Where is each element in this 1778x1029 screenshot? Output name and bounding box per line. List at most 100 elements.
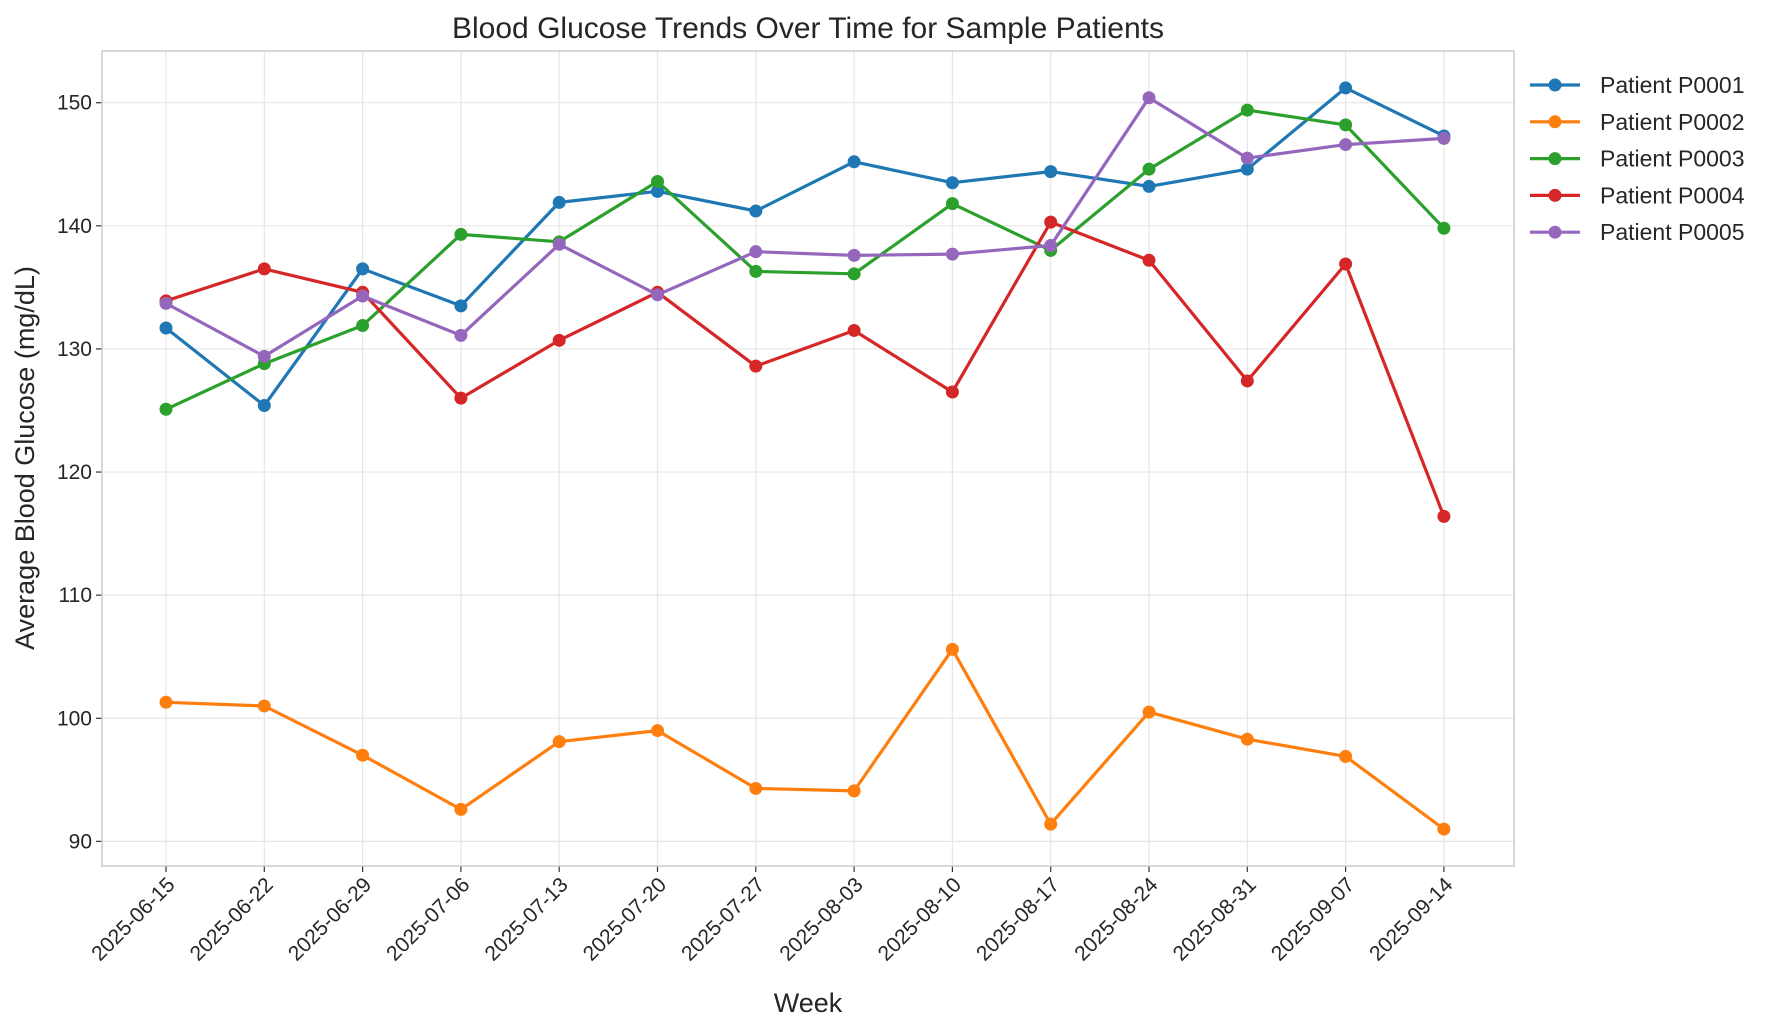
legend-label: Patient P0002 (1600, 109, 1745, 135)
data-point (356, 319, 370, 333)
x-tick-label: 2025-07-20 (579, 873, 671, 965)
data-point (454, 391, 468, 405)
legend-item: Patient P0001 (1530, 72, 1745, 98)
legend-item: Patient P0002 (1530, 109, 1745, 135)
chart-title: Blood Glucose Trends Over Time for Sampl… (452, 12, 1164, 45)
data-point (159, 321, 173, 335)
legend-item: Patient P0003 (1530, 146, 1745, 172)
data-point (1339, 138, 1353, 152)
data-point (651, 174, 664, 188)
data-point (1044, 239, 1058, 253)
data-point (356, 262, 370, 276)
data-point (356, 748, 370, 762)
data-point (454, 299, 468, 313)
x-tick-label: 2025-08-10 (874, 873, 966, 965)
data-point (749, 359, 763, 373)
series-line (164, 220, 1446, 519)
data-point (159, 296, 173, 310)
x-axis-label: Week (774, 988, 843, 1018)
legend-swatch-marker (1548, 152, 1562, 166)
data-point (257, 399, 271, 413)
x-tick-label: 2025-08-24 (1070, 873, 1162, 965)
data-point (1339, 81, 1353, 95)
data-point (847, 784, 861, 798)
data-point (1240, 103, 1254, 117)
x-tick-label: 2025-08-17 (972, 873, 1064, 965)
x-tick-label: 2025-06-15 (87, 873, 179, 965)
data-point (1240, 374, 1254, 388)
data-point (454, 328, 468, 342)
legend-label: Patient P0003 (1600, 146, 1745, 172)
data-point (1339, 257, 1353, 271)
data-point (651, 288, 664, 302)
y-tick-label: 130 (57, 338, 92, 361)
x-tick-label: 2025-09-07 (1267, 873, 1359, 965)
data-point (749, 781, 763, 795)
data-point (552, 195, 566, 209)
data-point (847, 155, 861, 169)
legend: Patient P0001 Patient P0002 Patient P0003 P… (1530, 72, 1745, 245)
data-point (1044, 165, 1058, 179)
legend-swatch-marker (1548, 188, 1562, 202)
y-tick-label: 90 (69, 830, 92, 853)
data-point (1142, 253, 1156, 267)
data-point (749, 264, 763, 278)
data-point (552, 333, 566, 347)
data-point (1044, 215, 1058, 229)
legend-swatch-marker (1548, 115, 1562, 129)
series-line (164, 647, 1446, 831)
data-point (945, 247, 959, 261)
x-tick-label: 2025-07-27 (677, 873, 769, 965)
data-point (847, 323, 861, 337)
data-point (1437, 509, 1451, 523)
data-point (257, 349, 271, 363)
data-point (749, 204, 763, 218)
data-point (1240, 162, 1254, 176)
x-tick-label: 2025-07-06 (382, 873, 474, 965)
series-patient-p0001 (159, 81, 1451, 413)
x-tick-label: 2025-08-03 (775, 873, 867, 965)
data-point (454, 802, 468, 816)
y-tick-label: 120 (57, 461, 92, 484)
series-patient-p0004 (159, 215, 1451, 523)
data-point (1142, 179, 1156, 193)
data-point (159, 695, 173, 709)
series-group (159, 81, 1451, 836)
y-tick-label: 140 (57, 215, 92, 238)
data-point (257, 699, 271, 713)
data-point (651, 724, 664, 738)
data-point (1142, 91, 1156, 105)
data-point (159, 402, 173, 416)
series-line (164, 86, 1446, 408)
data-point (1437, 221, 1451, 235)
data-point (552, 735, 566, 749)
data-point (945, 197, 959, 211)
data-point (1339, 118, 1353, 132)
data-point (1339, 749, 1353, 763)
data-point (1240, 151, 1254, 165)
data-point (1437, 822, 1451, 836)
data-point (356, 289, 370, 303)
data-point (257, 262, 271, 276)
legend-item: Patient P0005 (1530, 219, 1745, 245)
legend-swatch-marker (1548, 78, 1562, 92)
data-point (749, 245, 763, 259)
data-point (1240, 732, 1254, 746)
y-tick-label: 100 (57, 707, 92, 730)
data-point (552, 237, 566, 251)
plot-frame (101, 50, 1515, 867)
x-tick-label: 2025-08-31 (1169, 873, 1261, 965)
x-tick-label: 2025-06-29 (284, 873, 376, 965)
data-point (945, 642, 959, 656)
x-tick-label: 2025-06-22 (186, 873, 278, 965)
series-line (164, 96, 1446, 358)
data-point (847, 248, 861, 262)
y-axis-label: Average Blood Glucose (mg/dL) (10, 266, 40, 650)
data-point (1142, 162, 1156, 176)
data-point (651, 184, 664, 198)
data-point (1437, 131, 1451, 145)
legend-swatch-marker (1548, 225, 1562, 239)
data-point (1142, 705, 1156, 719)
